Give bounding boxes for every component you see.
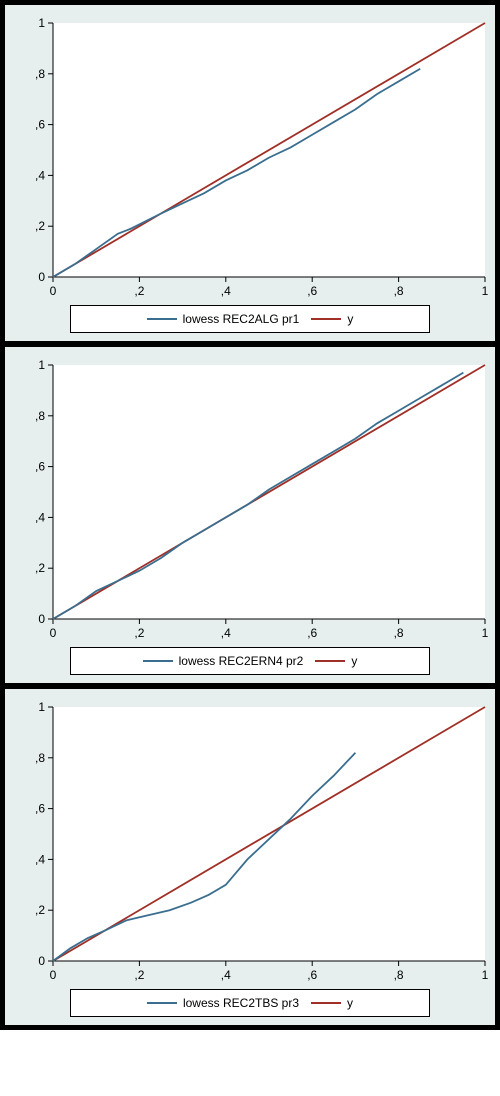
x-tick-label: ,2 xyxy=(134,968,144,982)
y-tick-label: ,8 xyxy=(35,751,45,765)
x-tick-label: ,6 xyxy=(307,284,317,298)
legend-swatch-lowess xyxy=(143,660,173,662)
legend-swatch-lowess xyxy=(147,318,177,320)
legend-label-lowess: lowess REC2TBS pr3 xyxy=(183,996,299,1010)
x-tick-label: 1 xyxy=(482,284,489,298)
chart-panel1: 0 ,2 ,4 ,6 ,8 1 0 ,2 ,4 ,6 ,8 1 xyxy=(13,13,499,305)
x-tick-label: 0 xyxy=(50,626,57,640)
plot-wrapper: 0 ,2 ,4 ,6 ,8 1 0 ,2 ,4 ,6 ,8 1 lowess REC2TBS pr3 y xyxy=(5,689,495,1025)
legend-label-y: y xyxy=(351,654,357,668)
legend-label-lowess: lowess REC2ALG pr1 xyxy=(183,312,300,326)
y-tick-label: ,6 xyxy=(35,460,45,474)
y-tick-label: 0 xyxy=(38,954,45,968)
x-tick-label: ,2 xyxy=(134,626,144,640)
chart-panel2: 0 ,2 ,4 ,6 ,8 1 0 ,2 ,4 ,6 ,8 1 xyxy=(13,355,499,647)
legend-label-y: y xyxy=(347,996,353,1010)
legend-item-lowess: lowess REC2ERN4 pr2 xyxy=(143,654,304,668)
plot-wrapper: 0 ,2 ,4 ,6 ,8 1 0 ,2 ,4 ,6 ,8 1 lowess REC2ERN4 pr2 y xyxy=(5,347,495,683)
legend: lowess REC2TBS pr3 y xyxy=(70,989,429,1017)
y-tick-label: ,2 xyxy=(35,903,45,917)
x-tick-label: ,4 xyxy=(221,626,231,640)
y-tick-label: ,4 xyxy=(35,510,45,524)
y-tick-label: 0 xyxy=(38,270,45,284)
x-tick-label: ,4 xyxy=(221,284,231,298)
y-tick-label: 1 xyxy=(38,16,45,30)
x-tick-label: ,8 xyxy=(394,284,404,298)
y-tick-label: 1 xyxy=(38,700,45,714)
legend: lowess REC2ERN4 pr2 y xyxy=(70,647,429,675)
y-tick-label: ,8 xyxy=(35,409,45,423)
legend-item-y: y xyxy=(311,312,353,326)
y-tick-label: ,4 xyxy=(35,168,45,182)
legend-label-y: y xyxy=(347,312,353,326)
y-tick-label: ,2 xyxy=(35,561,45,575)
y-tick-label: ,6 xyxy=(35,118,45,132)
legend-swatch-y xyxy=(311,1002,341,1004)
legend-item-lowess: lowess REC2TBS pr3 xyxy=(147,996,299,1010)
legend-item-y: y xyxy=(315,654,357,668)
y-tick-label: ,8 xyxy=(35,67,45,81)
x-tick-label: ,8 xyxy=(394,626,404,640)
panel-2: 0 ,2 ,4 ,6 ,8 1 0 ,2 ,4 ,6 ,8 1 lowess REC2ERN4 pr2 y xyxy=(2,344,498,686)
x-tick-label: 0 xyxy=(50,968,57,982)
panel-1: 0 ,2 ,4 ,6 ,8 1 0 ,2 ,4 ,6 ,8 1 lowess REC2ALG pr1 y xyxy=(2,2,498,344)
y-tick-label: ,2 xyxy=(35,219,45,233)
x-tick-label: 0 xyxy=(50,284,57,298)
x-tick-label: ,2 xyxy=(134,284,144,298)
legend-item-y: y xyxy=(311,996,353,1010)
x-tick-label: 1 xyxy=(482,626,489,640)
x-tick-label: ,4 xyxy=(221,968,231,982)
legend-swatch-lowess xyxy=(147,1002,177,1004)
y-tick-label: 1 xyxy=(38,358,45,372)
chart-panel3: 0 ,2 ,4 ,6 ,8 1 0 ,2 ,4 ,6 ,8 1 xyxy=(13,697,499,989)
plot-wrapper: 0 ,2 ,4 ,6 ,8 1 0 ,2 ,4 ,6 ,8 1 lowess REC2ALG pr1 y xyxy=(5,5,495,341)
y-tick-label: 0 xyxy=(38,612,45,626)
x-tick-label: ,8 xyxy=(394,968,404,982)
legend-swatch-y xyxy=(315,660,345,662)
legend: lowess REC2ALG pr1 y xyxy=(70,305,429,333)
x-tick-label: ,6 xyxy=(307,626,317,640)
y-tick-label: ,6 xyxy=(35,802,45,816)
legend-label-lowess: lowess REC2ERN4 pr2 xyxy=(179,654,304,668)
figure-container: 0,2,4,6,810,2,4,6,81lowess REC2ALG pr1y0… xyxy=(0,0,500,1030)
legend-item-lowess: lowess REC2ALG pr1 xyxy=(147,312,300,326)
y-tick-label: ,4 xyxy=(35,852,45,866)
legend-swatch-y xyxy=(311,318,341,320)
panel-3: 0 ,2 ,4 ,6 ,8 1 0 ,2 ,4 ,6 ,8 1 lowess REC2TBS pr3 y xyxy=(2,686,498,1028)
x-tick-label: ,6 xyxy=(307,968,317,982)
x-tick-label: 1 xyxy=(482,968,489,982)
